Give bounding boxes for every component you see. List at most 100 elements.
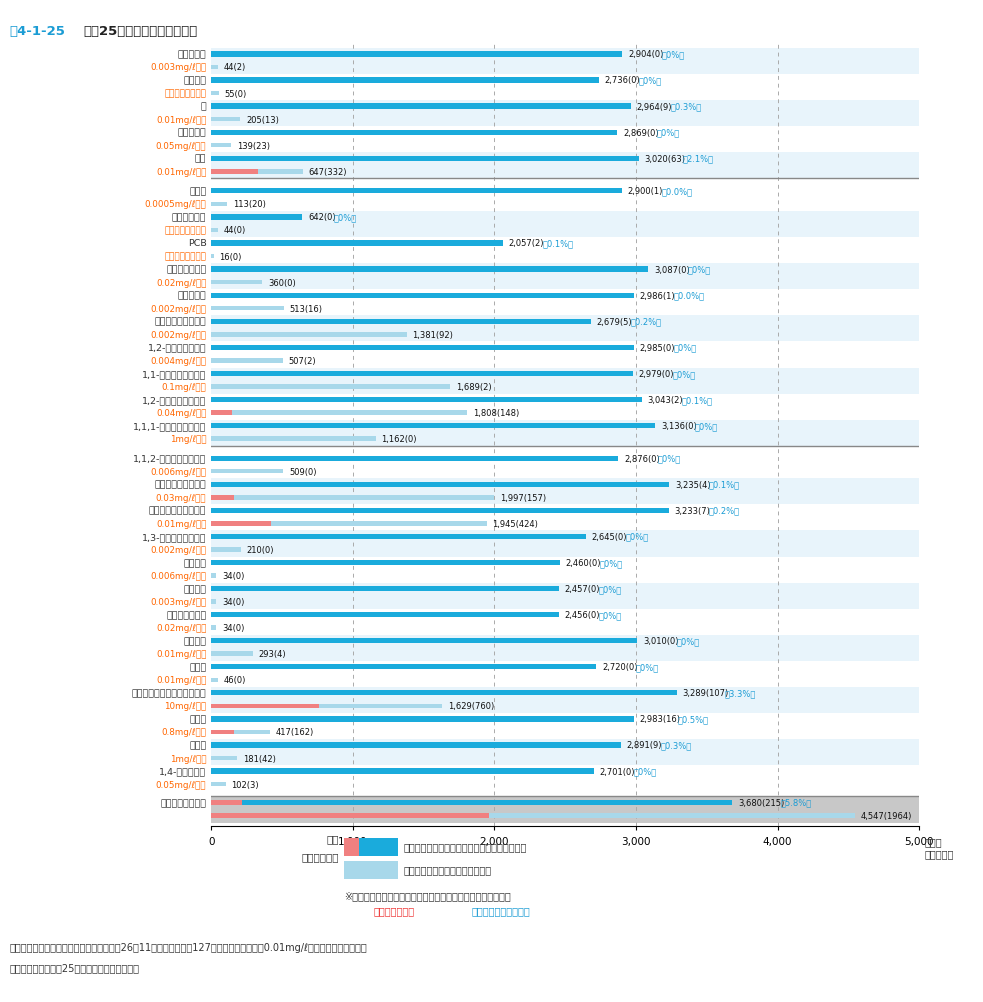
- Text: 1,4-ジオキサン: 1,4-ジオキサン: [159, 767, 206, 776]
- Text: 「0%」: 「0%」: [600, 558, 622, 567]
- Text: 3,136(0): 3,136(0): [661, 422, 697, 431]
- Text: 205(13): 205(13): [246, 115, 279, 124]
- Text: 2,057(2): 2,057(2): [508, 239, 544, 248]
- Text: 2,904(0): 2,904(0): [628, 50, 664, 59]
- Bar: [232, 411, 467, 416]
- Text: 1,808(148): 1,808(148): [473, 409, 519, 418]
- Text: 2,457(0): 2,457(0): [565, 584, 601, 593]
- Bar: [211, 359, 283, 364]
- Bar: [211, 521, 271, 526]
- Text: 2,983(16): 2,983(16): [639, 714, 680, 723]
- Bar: [211, 342, 919, 368]
- Bar: [211, 104, 631, 109]
- Bar: [211, 508, 669, 513]
- Bar: [211, 52, 622, 57]
- Bar: [211, 368, 919, 394]
- Text: ほう素: ほう素: [189, 740, 206, 749]
- Text: 1,2-ジクロロエチレン: 1,2-ジクロロエチレン: [143, 396, 206, 405]
- Bar: [211, 609, 919, 635]
- Text: 「0%」: 「0%」: [333, 213, 357, 222]
- Bar: [211, 294, 634, 299]
- Text: 113(20): 113(20): [233, 200, 265, 209]
- Bar: [211, 453, 919, 479]
- Text: 項目: 項目: [326, 834, 339, 844]
- Text: 0.006mg/ℓ以下: 0.006mg/ℓ以下: [150, 467, 206, 476]
- Text: 0.006mg/ℓ以下: 0.006mg/ℓ以下: [150, 571, 206, 580]
- Text: 0.01mg/ℓ以下: 0.01mg/ℓ以下: [156, 115, 206, 124]
- Text: 0.002mg/ℓ以下: 0.002mg/ℓ以下: [150, 331, 206, 340]
- Bar: [211, 411, 232, 416]
- Bar: [211, 117, 241, 122]
- Bar: [211, 534, 586, 539]
- Bar: [211, 320, 591, 325]
- Bar: [211, 687, 919, 713]
- Text: 鉛: 鉛: [201, 102, 206, 111]
- Bar: [211, 625, 216, 630]
- Text: 「0.0%」: 「0.0%」: [662, 187, 693, 196]
- Text: 2,456(0): 2,456(0): [564, 610, 601, 619]
- Text: 1,945(424): 1,945(424): [492, 519, 539, 528]
- Bar: [211, 255, 213, 260]
- Text: 0.05mg/ℓ以下: 0.05mg/ℓ以下: [155, 780, 206, 789]
- Bar: [211, 479, 919, 505]
- Bar: [211, 420, 919, 446]
- Text: 642(0): 642(0): [308, 213, 335, 222]
- Text: 資料：環境省「平成25年度地下水質測定結果」: 資料：環境省「平成25年度地下水質測定結果」: [10, 962, 140, 972]
- Bar: [490, 814, 855, 818]
- Bar: [211, 800, 242, 806]
- Bar: [211, 690, 677, 695]
- Bar: [211, 78, 599, 83]
- Bar: [271, 521, 487, 526]
- Text: 1,381(92): 1,381(92): [413, 331, 453, 340]
- Text: 0.01mg/ℓ以下: 0.01mg/ℓ以下: [156, 167, 206, 176]
- Bar: [259, 169, 303, 174]
- Bar: [211, 469, 283, 474]
- Text: 0.01mg/ℓ以下: 0.01mg/ℓ以下: [156, 519, 206, 528]
- Text: 「0%」: 「0%」: [625, 532, 649, 541]
- Bar: [211, 661, 919, 687]
- Text: （環境基準）: （環境基準）: [302, 852, 339, 862]
- Bar: [211, 677, 218, 682]
- Bar: [211, 756, 237, 761]
- Bar: [211, 346, 634, 351]
- Text: 2,979(0): 2,979(0): [639, 370, 674, 379]
- Text: 3,289(107): 3,289(107): [682, 688, 728, 697]
- Bar: [211, 482, 669, 487]
- Text: 围4-1-25: 围4-1-25: [10, 25, 66, 38]
- Text: 2,736(0): 2,736(0): [605, 76, 640, 85]
- Text: PCB: PCB: [188, 239, 206, 248]
- Text: セレン: セレン: [189, 662, 206, 671]
- Text: 1,1-ジクロロエチレン: 1,1-ジクロロエチレン: [143, 370, 206, 379]
- Bar: [211, 583, 919, 609]
- Text: 0.01mg/ℓ以下: 0.01mg/ℓ以下: [156, 675, 206, 684]
- Text: 「0.5%」: 「0.5%」: [677, 714, 709, 723]
- Text: 「3.3%」: 「3.3%」: [725, 688, 756, 697]
- Bar: [211, 169, 259, 174]
- Text: 「0%」: 「0%」: [658, 454, 681, 463]
- Bar: [211, 333, 407, 338]
- Text: 210(0): 210(0): [247, 545, 274, 554]
- Bar: [211, 456, 618, 461]
- Text: 0.003mg/ℓ以下: 0.003mg/ℓ以下: [150, 63, 206, 72]
- Bar: [211, 228, 217, 233]
- Text: 3,043(2): 3,043(2): [648, 396, 683, 405]
- Bar: [211, 638, 637, 643]
- Text: 砒素: 砒素: [195, 154, 206, 163]
- Text: 「0.1%」: 「0.1%」: [543, 239, 573, 248]
- Text: 1,629(760): 1,629(760): [447, 701, 493, 710]
- Bar: [211, 101, 919, 127]
- Text: テトラクロロエチレン: テトラクロロエチレン: [149, 506, 206, 515]
- Text: 継続監視調査数（うち、超過数）: 継続監視調査数（うち、超過数）: [403, 865, 492, 875]
- Bar: [211, 241, 502, 246]
- Text: 「0%」: 「0%」: [672, 370, 696, 379]
- Text: 34(0): 34(0): [222, 597, 244, 606]
- Text: 「0%」: 「0%」: [638, 76, 662, 85]
- Text: 「0.1%」: 「0.1%」: [682, 396, 713, 405]
- Text: 34(0): 34(0): [222, 623, 244, 632]
- Text: 「0%」: 「0%」: [662, 50, 685, 59]
- Bar: [211, 189, 622, 194]
- Bar: [211, 766, 919, 792]
- Text: 293(4): 293(4): [259, 649, 286, 658]
- Text: 509(0): 509(0): [289, 467, 317, 476]
- Text: 「5.8%」: 「5.8%」: [781, 798, 812, 807]
